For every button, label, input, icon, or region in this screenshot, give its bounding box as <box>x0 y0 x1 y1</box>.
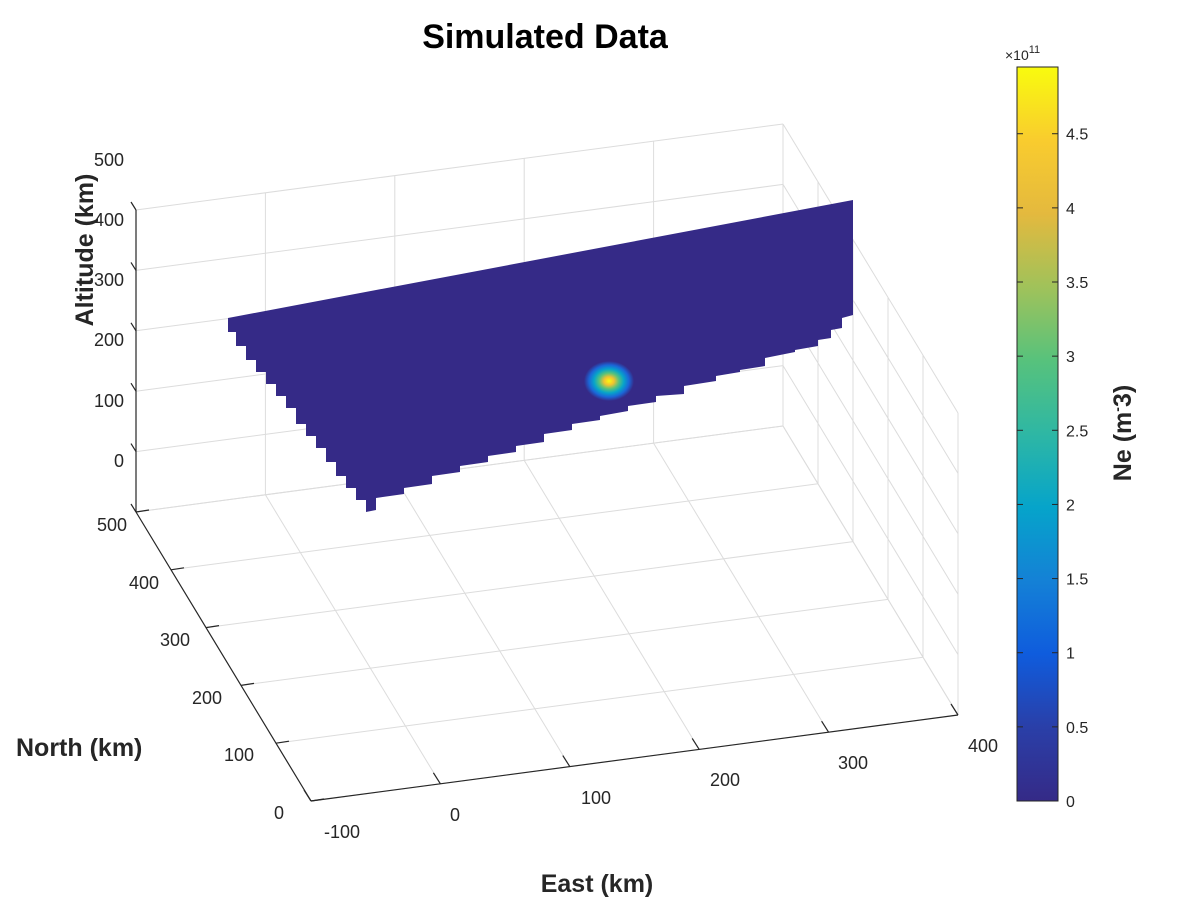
east-tick-mark <box>562 755 571 767</box>
east-tick-label: 100 <box>581 788 611 808</box>
east-axis-ticks: -100 0 100 200 300 400 <box>324 736 998 842</box>
z-tick-label: 500 <box>94 150 124 170</box>
altitude-tick-mark <box>130 382 137 392</box>
colorbar-tick-label: 3 <box>1066 349 1075 366</box>
colorbar-label: Ne (m-3) <box>1109 385 1137 481</box>
grid-line <box>135 183 784 271</box>
east-tick-label: -100 <box>324 822 360 842</box>
altitude-tick-mark <box>130 322 137 332</box>
altitude-tick-mark <box>130 443 137 452</box>
east-tick-label: 200 <box>710 770 740 790</box>
z-tick-label: 400 <box>94 210 124 230</box>
grid-line <box>264 494 441 785</box>
north-tick-label: 0 <box>274 803 284 823</box>
colorbar-tick-label: 3.5 <box>1066 275 1088 292</box>
grid-line <box>394 477 571 767</box>
colorbar-tick-label: 0 <box>1066 794 1075 811</box>
grid-line <box>653 442 830 733</box>
north-tick-label: 500 <box>97 515 127 535</box>
grid-line <box>782 425 959 716</box>
north-tick-mark <box>205 625 220 629</box>
grid-line <box>170 483 819 571</box>
north-tick-mark <box>310 798 325 802</box>
east-axis-line <box>310 714 959 802</box>
altitude-tick-mark <box>130 201 137 211</box>
colorbar-tick-label: 1 <box>1066 646 1075 663</box>
grid-line <box>523 460 700 750</box>
grid-line <box>240 598 889 686</box>
axes <box>130 201 959 802</box>
colorbar-tick-label: 1.5 <box>1066 572 1088 589</box>
north-tick-mark <box>135 509 150 513</box>
z-tick-label: 300 <box>94 270 124 290</box>
east-axis-label: East (km) <box>541 870 654 898</box>
north-tick-mark <box>240 682 255 686</box>
z-tick-label: 0 <box>114 451 124 471</box>
colorbar-tick-label: 0.5 <box>1066 720 1088 737</box>
colorbar-multiplier: ×1011 <box>1005 44 1040 63</box>
north-tick-label: 100 <box>224 745 254 765</box>
colorbar-ticks: 0 0.5 1 1.5 2 2.5 3 3.5 4 4.5 <box>1017 127 1088 811</box>
ne-slice <box>228 200 853 512</box>
north-tick-label: 200 <box>192 688 222 708</box>
ne-slice-surface <box>228 200 853 512</box>
east-tick-mark <box>432 772 441 785</box>
east-tick-mark <box>691 738 700 750</box>
colorbar: 0 0.5 1 1.5 2 2.5 3 3.5 4 4.5 ×1011 Ne (m-3) <box>1005 44 1137 811</box>
colorbar-tick-label: 4 <box>1066 201 1075 218</box>
grid-line <box>782 365 959 655</box>
grid-line <box>275 656 924 744</box>
chart-title: Simulated Data <box>422 18 669 56</box>
colorbar-tick-label: 2.5 <box>1066 423 1088 440</box>
north-axis-label: North (km) <box>16 734 142 762</box>
north-tick-label: 300 <box>160 630 190 650</box>
z-axis-ticks: 0 100 200 300 400 500 <box>94 150 124 471</box>
z-axis-label: Altitude (km) <box>71 174 99 327</box>
grid-line <box>205 541 854 629</box>
north-axis-ticks: 0 100 200 300 400 500 <box>97 515 284 823</box>
altitude-tick-mark <box>130 262 137 271</box>
altitude-tick-mark <box>130 503 137 513</box>
colorbar-tick-label: 4.5 <box>1066 127 1088 144</box>
grid-line <box>782 304 959 595</box>
east-tick-label: 300 <box>838 753 868 773</box>
colorbar-tick-label: 2 <box>1066 497 1075 514</box>
colorbar-gradient <box>1016 66 1059 802</box>
north-tick-mark <box>275 740 290 744</box>
north-tick-mark <box>170 567 185 571</box>
east-tick-label: 0 <box>450 805 460 825</box>
north-axis-line <box>135 511 312 802</box>
grid-line <box>782 123 959 414</box>
east-tick-mark <box>303 789 312 802</box>
ne-peak-blob <box>584 361 634 401</box>
east-tick-mark <box>950 703 959 716</box>
z-tick-label: 100 <box>94 391 124 411</box>
east-tick-label: 400 <box>968 736 998 756</box>
z-tick-label: 200 <box>94 330 124 350</box>
east-tick-mark <box>821 720 830 733</box>
north-tick-label: 400 <box>129 573 159 593</box>
grid-line <box>135 123 784 211</box>
